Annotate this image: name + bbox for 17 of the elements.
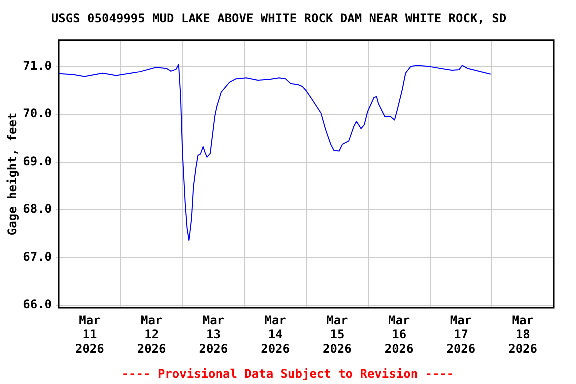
y-axis-title: Gage height, feet bbox=[5, 112, 20, 236]
x-tick-label: Mar 14 2026 bbox=[261, 313, 290, 356]
x-tick-label: Mar 11 2026 bbox=[75, 313, 104, 356]
y-tick-label: 66.0 bbox=[23, 298, 52, 312]
text: ---- Provisional Data Subject to Revision ---- bbox=[120, 367, 456, 381]
x-tick-label: Mar 12 2026 bbox=[137, 313, 166, 356]
x-tick-label: Mar 15 2026 bbox=[322, 313, 352, 356]
x-tick-label: Mar 17 2026 bbox=[446, 313, 476, 356]
y-tick-label: 67.0 bbox=[23, 250, 52, 264]
y-tick-label: 68.0 bbox=[23, 202, 52, 216]
y-tick-label: 69.0 bbox=[23, 154, 52, 168]
x-tick-label: Mar 18 2026 bbox=[508, 313, 538, 356]
y-tick-label: 70.0 bbox=[23, 106, 52, 121]
x-tick-label: Mar 13 2026 bbox=[199, 313, 228, 356]
y-tick-label: 71.0 bbox=[23, 58, 52, 73]
chart-title: USGS 05049995 MUD LAKE ABOVE WHITE ROCK DAM NEAR WHITE ROCK, SD bbox=[51, 11, 507, 26]
x-tick-label: Mar 16 2026 bbox=[384, 313, 414, 356]
